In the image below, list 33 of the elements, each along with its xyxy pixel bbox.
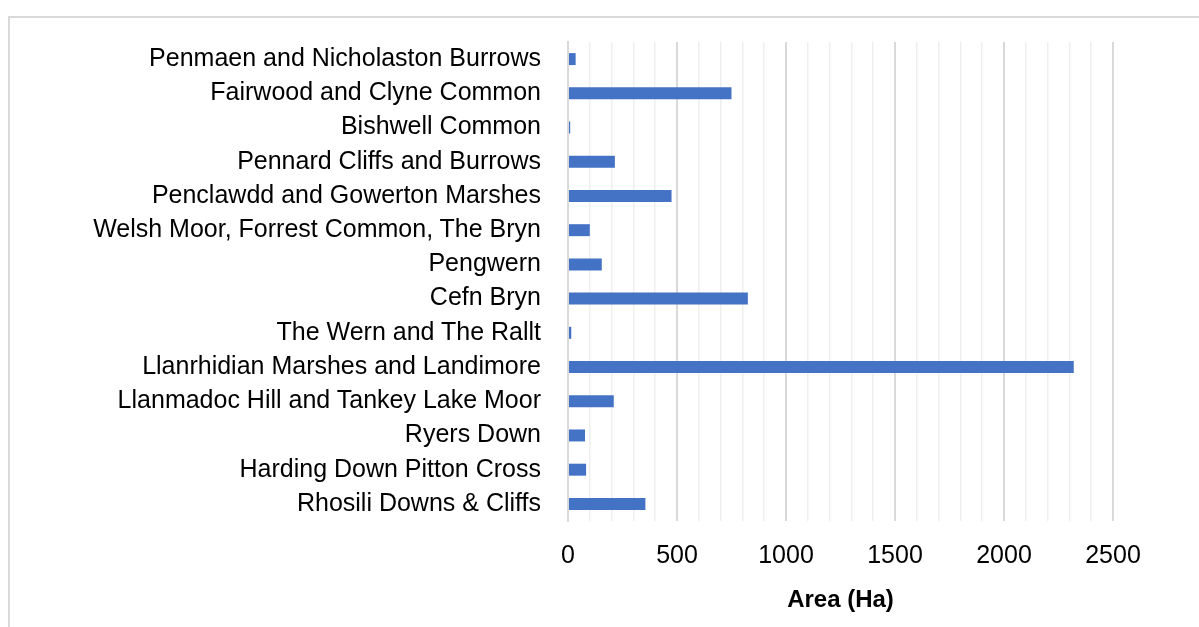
x-tick-label: 2500	[1085, 539, 1141, 568]
x-tick-label: 500	[656, 539, 698, 568]
bar	[569, 155, 615, 168]
bar	[569, 258, 602, 271]
y-tick-label: Cefn Bryn	[429, 282, 541, 311]
y-tick-label: The Wern and The Rallt	[276, 316, 542, 345]
x-tick-label: 1500	[867, 539, 923, 568]
bar	[569, 53, 576, 66]
x-axis-title: Area (Ha)	[787, 585, 894, 613]
x-tick-label: 0	[561, 539, 575, 568]
bar	[569, 224, 590, 237]
y-tick-label: Harding Down Pitton Cross	[239, 453, 541, 482]
y-tick-label: Penmaen and Nicholaston Burrows	[149, 43, 541, 71]
y-tick-label: Penclawdd and Gowerton Marshes	[151, 179, 541, 208]
y-tick-label: Ryers Down	[404, 419, 541, 448]
y-tick-label: Pengwern	[428, 248, 541, 277]
y-tick-label: Llanmadoc Hill and Tankey Lake Moor	[117, 385, 541, 414]
bar	[569, 497, 646, 510]
bar	[569, 429, 585, 442]
y-tick-label: Llanrhidian Marshes and Landimore	[142, 350, 541, 379]
bar	[569, 361, 1074, 374]
y-tick-label: Rhosili Downs & Cliffs	[296, 487, 541, 516]
y-tick-label: Pennard Cliffs and Burrows	[237, 145, 541, 174]
bar	[569, 292, 748, 305]
bar	[569, 189, 672, 202]
y-tick-label: Fairwood and Clyne Common	[210, 77, 541, 106]
x-tick-label: 2000	[976, 539, 1032, 568]
bar	[569, 463, 587, 476]
y-tick-label: Bishwell Common	[340, 111, 541, 140]
bar	[569, 87, 732, 100]
x-tick-label: 1000	[758, 539, 814, 568]
y-tick-label: Welsh Moor, Forrest Common, The Bryn	[93, 214, 541, 243]
bar	[569, 395, 614, 408]
